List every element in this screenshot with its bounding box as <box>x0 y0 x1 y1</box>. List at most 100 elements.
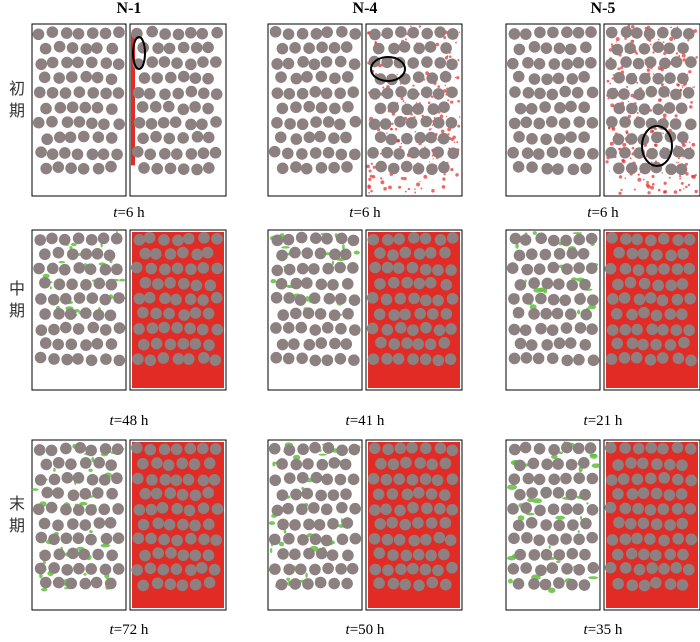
particle <box>159 292 171 305</box>
particle <box>87 87 100 99</box>
particle <box>340 41 353 53</box>
particle <box>553 549 566 561</box>
particle <box>643 28 656 40</box>
particle <box>202 72 214 85</box>
particle <box>620 233 632 245</box>
panel <box>505 439 601 611</box>
particle <box>132 353 144 365</box>
particle <box>269 563 281 575</box>
time-symbol: t <box>583 622 588 638</box>
particle <box>682 28 695 40</box>
particle <box>112 563 125 575</box>
particle <box>283 88 296 100</box>
green-patch <box>91 456 95 463</box>
green-patch <box>53 467 56 472</box>
red-speck <box>615 37 620 42</box>
red-speck <box>669 37 674 42</box>
particle <box>444 353 457 365</box>
particle <box>412 162 425 175</box>
particle <box>271 116 283 129</box>
particle <box>111 148 123 161</box>
particle <box>426 576 439 589</box>
particle <box>276 162 289 175</box>
particle <box>604 441 617 454</box>
particle <box>189 338 202 350</box>
highlight-ellipse <box>370 56 406 82</box>
particle <box>432 354 445 367</box>
particle <box>169 116 182 128</box>
particle <box>84 263 97 275</box>
particle <box>162 459 175 471</box>
particle <box>644 354 657 366</box>
red-speck <box>382 86 385 89</box>
particle <box>547 503 560 516</box>
particle <box>98 503 111 516</box>
particle <box>172 87 185 100</box>
particle <box>85 444 97 457</box>
particle <box>177 549 189 562</box>
particle <box>553 132 566 145</box>
particle <box>580 517 592 530</box>
particle <box>91 487 104 499</box>
particle <box>177 70 190 83</box>
particle <box>564 337 577 349</box>
particle <box>438 489 451 501</box>
particle <box>573 533 585 546</box>
particle <box>685 533 698 546</box>
particle <box>420 321 432 334</box>
particle <box>79 457 92 469</box>
particle <box>585 56 597 69</box>
particle <box>315 161 328 174</box>
particle <box>382 564 394 576</box>
particle <box>300 162 313 175</box>
red-speck <box>680 181 684 185</box>
particle <box>433 324 446 336</box>
red-speck <box>688 70 692 74</box>
particle <box>520 502 533 514</box>
particle <box>61 116 74 128</box>
red-speck <box>676 26 679 28</box>
particle <box>392 353 405 365</box>
particle <box>650 487 663 500</box>
particle <box>540 133 552 146</box>
particle <box>386 516 398 529</box>
particle <box>157 563 170 576</box>
particle <box>413 42 425 55</box>
particle <box>106 42 119 55</box>
particle <box>414 131 427 144</box>
particle <box>580 162 592 175</box>
particle <box>46 115 58 128</box>
particle <box>334 87 346 100</box>
particle <box>618 352 631 364</box>
red-speck <box>652 51 655 54</box>
red-speck <box>456 141 459 144</box>
particle <box>626 102 638 115</box>
particle <box>157 116 170 129</box>
particle <box>151 162 164 175</box>
red-speck <box>370 189 373 193</box>
particle <box>143 88 156 100</box>
particle <box>560 503 573 515</box>
particle <box>33 86 46 99</box>
particle <box>611 337 624 350</box>
red-speck <box>674 114 678 118</box>
particle <box>572 26 585 39</box>
red-speck <box>630 25 635 29</box>
particle <box>382 443 394 456</box>
red-speck <box>402 100 405 102</box>
particle <box>612 488 624 500</box>
red-speck <box>607 97 610 100</box>
particle <box>97 232 110 245</box>
particle <box>652 72 665 85</box>
particle <box>546 88 559 101</box>
red-speck <box>615 41 617 43</box>
red-speck <box>399 83 402 85</box>
green-patch <box>39 572 43 579</box>
particle <box>375 160 387 173</box>
particle <box>320 503 333 516</box>
particle <box>406 441 418 454</box>
particle <box>38 71 51 84</box>
particle <box>349 324 361 336</box>
red-speck <box>625 131 629 135</box>
red-speck <box>419 181 421 183</box>
